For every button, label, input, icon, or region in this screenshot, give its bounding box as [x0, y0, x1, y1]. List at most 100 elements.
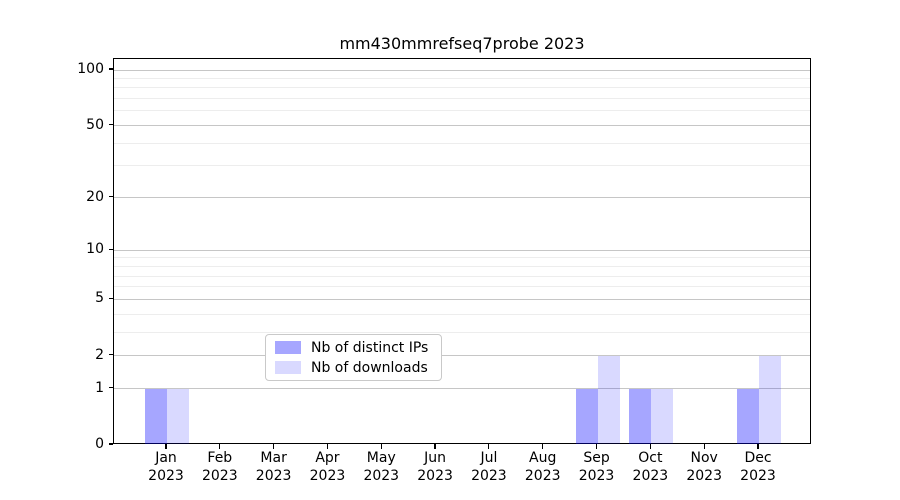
x-axis-tick-label-mar: Mar 2023: [242, 449, 306, 485]
x-axis-tick-label-aug: Aug 2023: [511, 449, 575, 485]
y-axis-tick-1: [108, 387, 113, 389]
bar-distinct-ips-dec: [737, 388, 759, 444]
gridline-major-2: [114, 355, 810, 357]
x-axis-tick-label-jul: Jul 2023: [457, 449, 521, 485]
y-axis-tick-2: [108, 354, 113, 356]
x-axis-year-feb: 2023: [201, 468, 238, 484]
bar-downloads-sep: [597, 355, 620, 444]
x-axis-month-mar: Mar: [260, 450, 287, 466]
bar-distinct-ips-jan: [145, 388, 167, 444]
x-axis-month-oct: Oct: [638, 450, 663, 466]
x-axis-tick-jul: [488, 444, 490, 449]
y-axis-tick-label-2: 2: [95, 346, 104, 363]
gridline-minor-30: [114, 165, 810, 167]
x-axis-tick-may: [380, 444, 382, 449]
plot-area: [113, 58, 811, 444]
gridline-major-50: [114, 125, 810, 127]
y-axis-tick-50: [108, 123, 113, 126]
x-axis-year-jul: 2023: [471, 468, 507, 484]
bar-distinct-ips-oct: [629, 388, 652, 444]
legend: Nb of distinct IPs Nb of downloads: [265, 334, 442, 381]
x-axis-year-oct: 2023: [632, 468, 669, 484]
gridline-minor-8: [114, 265, 810, 267]
gridline-major-5: [114, 298, 810, 300]
x-axis-month-jul: Jul: [480, 450, 498, 466]
x-axis-year-jun: 2023: [417, 468, 453, 484]
x-axis-tick-label-dec: Dec 2023: [726, 449, 790, 485]
y-axis-tick-label-5: 5: [95, 290, 104, 307]
x-axis-month-dec: Dec: [744, 450, 772, 466]
gridline-major-1: [114, 388, 810, 390]
x-axis-tick-mar: [273, 444, 275, 449]
x-axis-year-sep: 2023: [578, 468, 615, 484]
gridline-minor-40: [114, 142, 810, 144]
legend-label-downloads: Nb of downloads: [311, 359, 428, 376]
y-axis-tick-label-100: 100: [77, 61, 104, 77]
gridline-minor-90: [114, 77, 810, 79]
gridline-minor-80: [114, 87, 810, 89]
gridline-minor-7: [114, 275, 810, 277]
gridline-major-20: [114, 197, 810, 199]
y-axis-tick-0: [108, 443, 113, 445]
gridline-minor-70: [114, 98, 810, 100]
x-axis-year-jan: 2023: [148, 468, 184, 484]
x-axis-month-sep: Sep: [583, 450, 610, 466]
x-axis-month-feb: Feb: [207, 450, 233, 466]
bar-downloads-jan: [167, 388, 189, 444]
gridline-minor-60: [114, 110, 810, 112]
legend-item-distinct-ips: Nb of distinct IPs: [275, 340, 441, 356]
legend-label-distinct-ips: Nb of distinct IPs: [311, 339, 429, 356]
x-axis-month-nov: Nov: [690, 450, 718, 466]
y-axis-tick-100: [108, 68, 113, 70]
x-axis-tick-feb: [219, 444, 221, 449]
bar-downloads-oct: [651, 388, 674, 444]
x-axis-year-aug: 2023: [524, 468, 561, 484]
gridline-major-10: [114, 249, 810, 251]
y-axis-tick-label-10: 10: [86, 241, 104, 258]
x-axis-month-jun: Jun: [424, 450, 447, 466]
gridline-major-100: [114, 69, 810, 71]
y-axis-tick-20: [108, 196, 113, 198]
x-axis-tick-label-nov: Nov 2023: [672, 449, 736, 485]
x-axis-tick-aug: [542, 444, 544, 449]
x-axis-month-apr: Apr: [315, 450, 340, 466]
x-axis-year-dec: 2023: [740, 468, 776, 484]
bar-distinct-ips-sep: [575, 388, 598, 444]
gridline-minor-3: [114, 331, 810, 333]
legend-item-downloads: Nb of downloads: [275, 360, 441, 376]
x-axis-year-mar: 2023: [255, 468, 292, 484]
y-axis-tick-10: [108, 248, 113, 250]
x-axis-tick-dec: [757, 444, 759, 449]
legend-swatch-downloads: [275, 361, 301, 374]
y-axis-tick-label-1: 1: [95, 379, 104, 396]
x-axis-tick-label-jun: Jun 2023: [403, 449, 467, 485]
y-axis-tick-label-0: 0: [95, 436, 104, 452]
bar-downloads-dec: [759, 355, 781, 444]
x-axis-tick-label-oct: Oct 2023: [618, 449, 682, 485]
x-axis-year-nov: 2023: [686, 468, 722, 484]
x-axis-tick-label-jan: Jan 2023: [134, 449, 198, 485]
x-axis-tick-label-feb: Feb 2023: [188, 449, 252, 485]
x-axis-tick-label-sep: Sep 2023: [565, 449, 629, 485]
x-axis-tick-jun: [434, 444, 436, 449]
x-axis-tick-label-may: May 2023: [349, 449, 413, 485]
x-axis-month-aug: Aug: [529, 450, 557, 466]
gridline-minor-6: [114, 286, 810, 288]
y-axis-tick-label-50: 50: [86, 116, 104, 133]
legend-swatch-distinct-ips: [275, 341, 301, 354]
x-axis-tick-sep: [595, 444, 598, 449]
chart-title: mm430mmrefseq7probe 2023: [339, 34, 585, 53]
y-axis-tick-label-20: 20: [86, 188, 104, 205]
x-axis-tick-nov: [703, 444, 705, 449]
x-axis-tick-label-apr: Apr 2023: [295, 449, 359, 485]
x-axis-tick-oct: [649, 444, 651, 449]
gridline-minor-4: [114, 313, 810, 315]
x-axis-month-jan: Jan: [155, 450, 177, 466]
x-axis-year-may: 2023: [363, 468, 400, 484]
y-axis-tick-5: [108, 297, 113, 299]
x-axis-year-apr: 2023: [309, 468, 346, 484]
x-axis-month-may: May: [366, 450, 396, 466]
gridline-minor-9: [114, 257, 810, 259]
x-axis-tick-jan: [165, 444, 167, 449]
